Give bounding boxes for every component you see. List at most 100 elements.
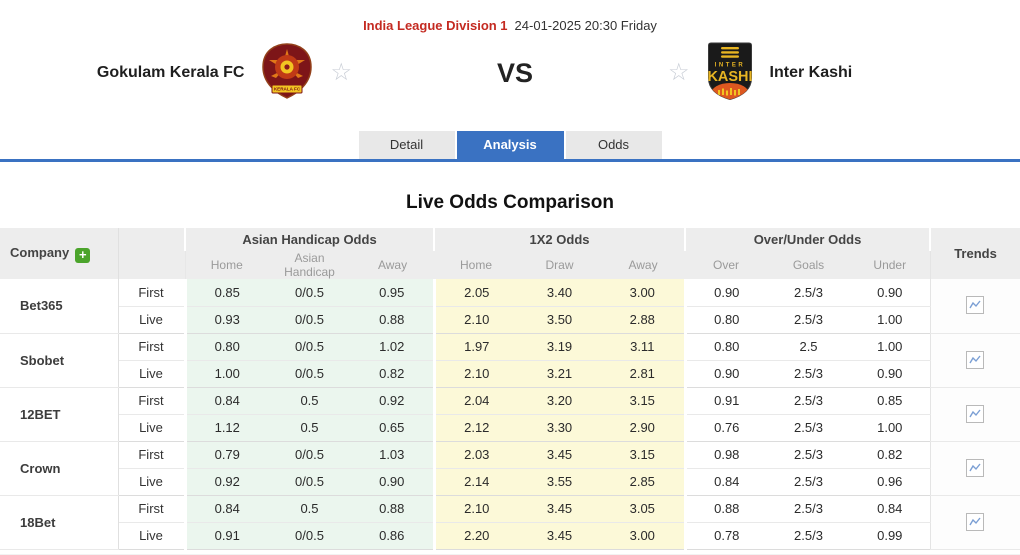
trend-chart-icon[interactable] — [966, 404, 985, 423]
tab-bar: Detail Analysis Odds — [0, 131, 1020, 159]
tab-odds[interactable]: Odds — [565, 131, 662, 159]
x12-odds-value: 3.55 — [518, 468, 602, 496]
asian_handicap-odds-value: 0/0.5 — [268, 279, 351, 307]
page-footer-strip — [0, 553, 1020, 555]
asian_handicap-odds-value: 0.92 — [183, 468, 268, 496]
x12-odds-value: 2.20 — [432, 522, 519, 550]
asian_handicap-odds-value: 0.88 — [351, 306, 435, 334]
row-type-label: First — [118, 387, 186, 415]
asian_handicap-odds-value: 0.95 — [351, 279, 435, 307]
trends-column-header: Trends — [929, 228, 1020, 279]
vs-label: VS — [496, 57, 534, 88]
over_under-odds-value: 0.76 — [683, 414, 768, 442]
asian_handicap-odds-value: 0/0.5 — [268, 522, 351, 550]
company-name: Crown — [0, 441, 119, 496]
company-name: 18Bet — [0, 495, 119, 550]
odds-row: Live 1.12 0.5 0.65 2.12 3.30 2.90 0.76 2.5/3 1.00 — [0, 414, 1020, 442]
row-type-column-header — [118, 228, 186, 279]
match-datetime: 24-01-2025 20:30 Friday — [514, 18, 657, 33]
trend-chart-icon[interactable] — [966, 350, 985, 369]
subcol-ou-over: Over — [685, 251, 768, 279]
odds-row: Live 1.00 0/0.5 0.82 2.10 3.21 2.81 0.90 2.5/3 0.… — [0, 360, 1020, 388]
x12-odds-value: 2.10 — [432, 495, 519, 523]
x12-odds-value: 3.30 — [518, 414, 602, 442]
x12-odds-value: 3.15 — [601, 387, 686, 415]
away-team-block: ☆ INTER KASHI — [550, 40, 1020, 107]
asian_handicap-odds-value: 1.03 — [351, 441, 435, 469]
row-type-label: First — [118, 441, 186, 469]
asian_handicap-odds-value: 0.93 — [183, 306, 268, 334]
asian_handicap-odds-value: 0.90 — [351, 468, 435, 496]
x12-odds-value: 3.45 — [518, 522, 602, 550]
company-name: Sbobet — [0, 333, 119, 388]
x12-odds-value: 2.04 — [432, 387, 519, 415]
asian_handicap-odds-value: 0.82 — [351, 360, 435, 388]
tab-analysis[interactable]: Analysis — [456, 131, 564, 159]
over_under-odds-value: 2.5/3 — [767, 468, 851, 496]
asian_handicap-odds-value: 1.00 — [183, 360, 268, 388]
trend-chart-icon[interactable] — [966, 296, 985, 315]
add-company-button[interactable]: + — [75, 247, 91, 263]
x12-odds-value: 3.11 — [601, 333, 686, 361]
x12-odds-value: 3.00 — [601, 279, 686, 307]
odds-row: Sbobet First 0.80 0/0.5 1.02 1.97 3.19 3.11 0.80… — [0, 333, 1020, 388]
company-header-label: Company — [10, 244, 70, 260]
x12-odds-value: 3.00 — [601, 522, 686, 550]
row-type-label: Live — [118, 414, 186, 442]
asian_handicap-odds-value: 0.84 — [183, 495, 268, 523]
row-type-label: First — [118, 495, 186, 523]
x12-odds-value: 2.10 — [432, 360, 519, 388]
over_under-odds-value: 0.99 — [850, 522, 931, 550]
asian_handicap-odds-value: 0.79 — [183, 441, 268, 469]
over_under-odds-value: 0.80 — [683, 306, 768, 334]
live-odds-table: Company + Asian Handicap Odds 1X2 Odds Ov… — [0, 228, 1020, 550]
subcol-ah-home: Home — [185, 251, 268, 279]
asian_handicap-odds-value: 0/0.5 — [268, 306, 351, 334]
x12-odds-value: 3.19 — [518, 333, 602, 361]
x12-odds-value: 2.14 — [432, 468, 519, 496]
row-type-label: Live — [118, 360, 186, 388]
away-logo-line2: KASHI — [707, 69, 752, 85]
asian_handicap-odds-value: 0.91 — [183, 522, 268, 550]
asian_handicap-odds-value: 0.84 — [183, 387, 268, 415]
away-team-name: Inter Kashi — [769, 64, 853, 81]
x12-odds-value: 2.03 — [432, 441, 519, 469]
over_under-odds-value: 0.90 — [850, 360, 931, 388]
section-title: Live Odds Comparison — [406, 192, 614, 213]
over_under-odds-value: 2.5/3 — [767, 306, 851, 334]
asian_handicap-odds-value: 0/0.5 — [268, 468, 351, 496]
company-column-header: Company + — [0, 228, 119, 279]
row-type-label: Live — [118, 522, 186, 550]
asian_handicap-odds-value: 0.80 — [183, 333, 268, 361]
tab-detail[interactable]: Detail — [358, 131, 455, 159]
subcol-ah-handicap: Asian Handicap — [268, 251, 351, 279]
x12-odds-value: 3.50 — [518, 306, 602, 334]
odds-row: Live 0.93 0/0.5 0.88 2.10 3.50 2.88 0.80 2.5/3 1.… — [0, 306, 1020, 334]
home-team-name: Gokulam Kerala FC — [96, 64, 245, 81]
over_under-odds-value: 2.5/3 — [767, 414, 851, 442]
over_under-odds-value: 2.5/3 — [767, 441, 851, 469]
over_under-odds-value: 0.90 — [683, 279, 768, 307]
x12-odds-value: 2.85 — [601, 468, 686, 496]
trend-chart-icon[interactable] — [966, 512, 985, 531]
odds-table-body: Bet365 First 0.85 0/0.5 0.95 2.05 3.40 3.00 0.90… — [0, 279, 1020, 550]
over_under-odds-value: 1.00 — [850, 306, 931, 334]
over_under-odds-value: 0.96 — [850, 468, 931, 496]
over_under-odds-value: 0.85 — [850, 387, 931, 415]
asian_handicap-odds-value: 0/0.5 — [268, 441, 351, 469]
trend-chart-icon[interactable] — [966, 458, 985, 477]
home-logo-text: KERALA FC — [274, 86, 301, 91]
match-header: India League Division 1 24-01-2025 20:30 … — [0, 0, 1020, 106]
x12-odds-value: 2.81 — [601, 360, 686, 388]
favorite-home-star-icon[interactable]: ☆ — [330, 59, 352, 86]
over_under-odds-value: 2.5/3 — [767, 279, 851, 307]
league-line: India League Division 1 24-01-2025 20:30 … — [0, 18, 1020, 34]
subcol-x12-away: Away — [601, 251, 686, 279]
asian_handicap-odds-value: 0.86 — [351, 522, 435, 550]
active-tab-underline — [0, 159, 1020, 162]
over_under-odds-value: 1.00 — [850, 333, 931, 361]
x12-odds-value: 3.40 — [518, 279, 602, 307]
home-team-block: Gokulam Kerala FC KERALA FC ☆ — [0, 42, 480, 105]
x12-odds-value: 2.12 — [432, 414, 519, 442]
favorite-away-star-icon[interactable]: ☆ — [668, 59, 690, 86]
